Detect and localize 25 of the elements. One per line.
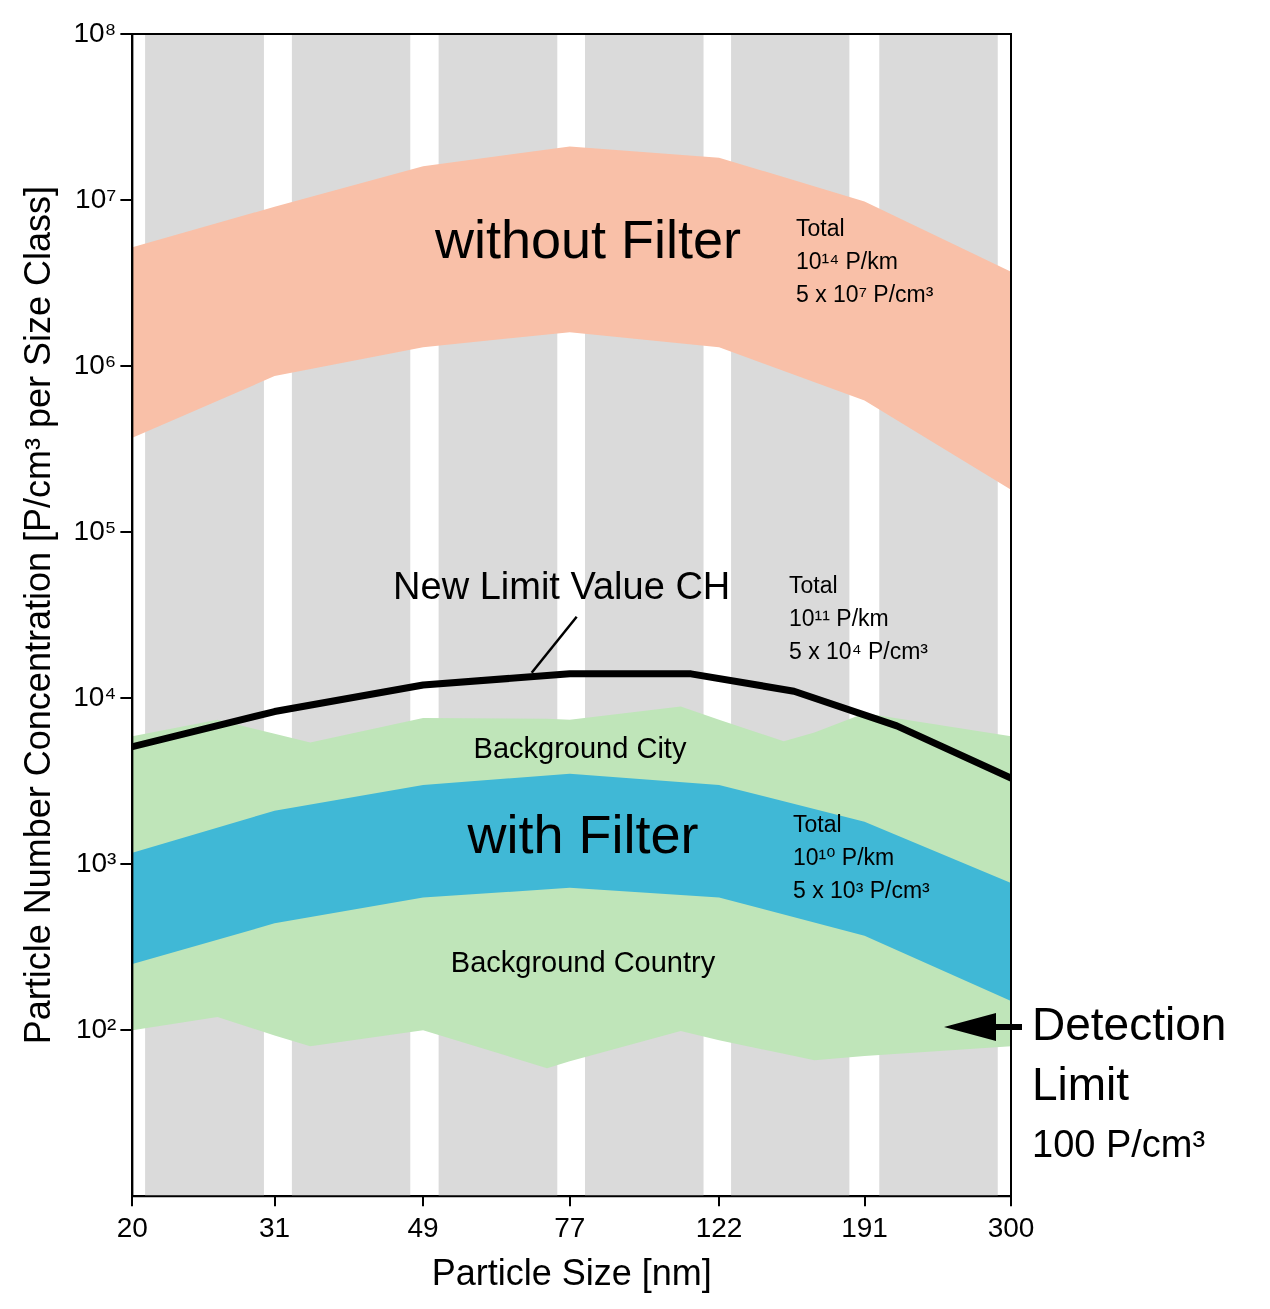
y-tick-label: 10³ bbox=[75, 846, 117, 878]
x-tick-label: 49 bbox=[407, 1211, 439, 1243]
x-tick-label: 300 bbox=[987, 1211, 1035, 1243]
series-label: New Limit Value CH bbox=[393, 565, 731, 608]
x-axis-title: Particle Size [nm] bbox=[431, 1252, 712, 1294]
annotation: Total 10¹¹ P/km 5 x 10⁴ P/cm³ bbox=[789, 572, 929, 665]
text: Detection Limit 100 P/cm³ bbox=[1032, 997, 1227, 1166]
annotation: without Filter bbox=[433, 208, 742, 269]
annotation: Total 10¹⁴ P/km 5 x 10⁷ P/cm³ bbox=[796, 215, 934, 308]
y-tick-label: 10⁷ bbox=[75, 182, 117, 214]
annotation: Background Country bbox=[450, 946, 716, 978]
y-tick-label: 10⁶ bbox=[73, 348, 117, 380]
y-axis-title: Particle Number Concentration [P/cm³ per Size Class] bbox=[16, 185, 58, 1045]
x-tick-label: 31 bbox=[258, 1211, 291, 1243]
annotation: with Filter bbox=[466, 803, 699, 864]
x-tick-label: 20 bbox=[116, 1211, 148, 1243]
y-tick-label: 10² bbox=[75, 1012, 117, 1044]
annotation: Background City bbox=[473, 732, 687, 764]
y-tick-label: 10⁸ bbox=[73, 16, 117, 48]
y-tick-label: 10⁵ bbox=[73, 514, 117, 546]
x-tick-label: 77 bbox=[554, 1211, 586, 1243]
annotation: Total 10¹⁰ P/km 5 x 10³ P/cm³ bbox=[793, 811, 931, 904]
x-tick-label: 191 bbox=[841, 1211, 888, 1243]
y-tick-label: 10⁴ bbox=[73, 680, 117, 712]
x-tick-label: 122 bbox=[695, 1211, 743, 1243]
